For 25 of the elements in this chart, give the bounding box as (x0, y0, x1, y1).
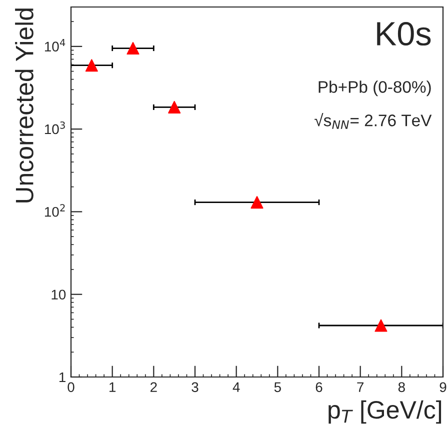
x-tick-label: 2 (150, 382, 157, 392)
y-tick-label: 10$^{3}$ (44, 121, 65, 134)
annotation: K0s (377, 22, 431, 46)
x-axis-title: p$_{T}$ [GeV/c] (328, 400, 442, 424)
x-tick-label: 4 (232, 382, 240, 392)
x-tick-label: 6 (316, 382, 322, 392)
annotation: √s$_{NN}$= 2.76 TeV (314, 112, 432, 129)
x-tick-label: 3 (192, 382, 198, 392)
y-tick-label: 10 (52, 290, 66, 300)
x-tick-label: 9 (440, 382, 446, 392)
x-tick-label: 1 (110, 382, 116, 392)
x-tick-label: 5 (274, 382, 281, 392)
point (85, 59, 98, 72)
y-axis-title: Uncorrected Yield (15, 8, 34, 202)
y-tick-label: 1 (59, 372, 66, 382)
point (250, 196, 264, 209)
x-tick-label: 7 (357, 382, 364, 392)
x-tick-label: 0 (68, 382, 74, 392)
point (168, 100, 181, 114)
x-tick-label: 8 (398, 382, 405, 392)
y-tick-label: 10$^{2}$ (44, 204, 65, 217)
point (374, 319, 388, 332)
y-tick-label: 10$^{4}$ (44, 38, 66, 52)
point (126, 42, 140, 55)
annotation: Pb+Pb (0-80%) (318, 80, 431, 96)
